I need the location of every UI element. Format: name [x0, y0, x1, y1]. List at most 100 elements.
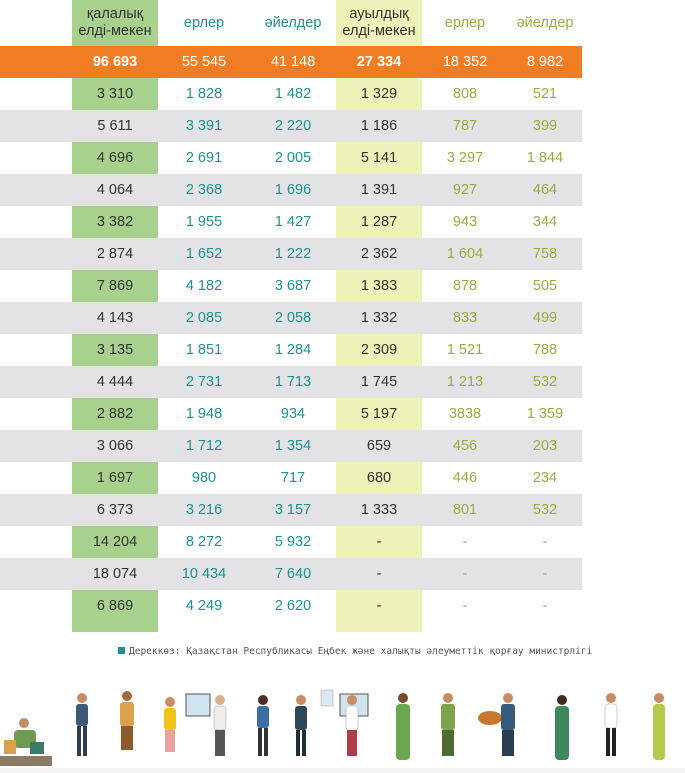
table-cell: -: [376, 598, 382, 614]
table-cell: -: [462, 534, 468, 550]
table-cell: 5 611: [97, 118, 133, 134]
table-cell: 2 309: [360, 342, 398, 358]
table-cell: 1 955: [185, 214, 223, 230]
table-cell: 1 745: [360, 374, 398, 390]
table-cell: 1 213: [446, 374, 484, 390]
table-cell: 5 932: [274, 534, 312, 550]
table-cell: 1 697: [96, 470, 134, 486]
table-cell: -: [542, 598, 548, 614]
table-cell: 2 005: [274, 150, 312, 166]
table-cell: 41 148: [270, 54, 316, 70]
table-cell: 2 620: [274, 598, 312, 614]
table-cell: 2 691: [185, 150, 223, 166]
table-cell: 808: [452, 86, 478, 102]
table-cell: 2 058: [274, 310, 312, 326]
table-cell: 5 141: [360, 150, 398, 166]
header-rural: ауылдық елді-мекен: [342, 6, 416, 39]
table-cell: 980: [191, 470, 217, 486]
table-cell: -: [542, 534, 548, 550]
person-6: [295, 695, 307, 756]
table-cell: 1 521: [446, 342, 484, 358]
table-cell: 3 216: [185, 502, 223, 518]
table-cell: 1 383: [360, 278, 398, 294]
table-cell: 1 696: [274, 182, 312, 198]
table-cell: 10 434: [181, 566, 227, 582]
person-7: [320, 689, 369, 756]
table-cell: 6 869: [96, 598, 134, 614]
table-cell: 2 882: [96, 406, 134, 422]
table-cell: 18 352: [442, 54, 488, 70]
table-cell: 927: [452, 182, 478, 198]
table-cell: 456: [452, 438, 478, 454]
table-cell: 234: [532, 470, 558, 486]
table-cell: 8 272: [185, 534, 223, 550]
table-cell: 5 197: [360, 406, 398, 422]
table-cell: 1 222: [274, 246, 312, 262]
table-cell: 943: [452, 214, 478, 230]
table-cell: 1 948: [185, 406, 223, 422]
table-cell: 788: [532, 342, 558, 358]
table-cell: 3 310: [96, 86, 134, 102]
table-cell: 3 157: [274, 502, 312, 518]
table-cell: 2 220: [274, 118, 312, 134]
table-cell: 1 844: [526, 150, 564, 166]
person-11: [555, 695, 569, 760]
person-1: [76, 693, 88, 756]
table-cell: 1 828: [185, 86, 223, 102]
table-row: 3 382 1 955 1 427 1 287 943 344: [0, 206, 582, 238]
person-4: [185, 693, 227, 756]
table-cell: 1 359: [526, 406, 564, 422]
header-urban: қалалық елді-мекен: [78, 6, 152, 39]
table-cell: 1 332: [360, 310, 398, 326]
header-rural-women: әйелдер: [516, 14, 574, 31]
table-cell: 7 640: [274, 566, 312, 582]
table-cell: 532: [532, 502, 558, 518]
table-row: 3 135 1 851 1 284 2 309 1 521 788: [0, 334, 582, 366]
table-row: 6 373 3 216 3 157 1 333 801 532: [0, 494, 582, 526]
table-row: 1 697 980 717 680 446 234: [0, 462, 582, 494]
table-cell: 464: [532, 182, 558, 198]
person-10: [478, 693, 515, 756]
table-cell: 446: [452, 470, 478, 486]
table-cell: 833: [452, 310, 478, 326]
table-cell: 4 249: [185, 598, 223, 614]
table-cell: 3 687: [274, 278, 312, 294]
table-cell: 55 545: [181, 54, 227, 70]
table-cell: -: [376, 566, 382, 582]
table-cell: 344: [532, 214, 558, 230]
table-cell: 1 713: [274, 374, 312, 390]
table-cell: 680: [366, 470, 392, 486]
table-cell: 96 693: [92, 54, 138, 70]
table-cell: 1 354: [274, 438, 312, 454]
table-cell: 1 329: [360, 86, 398, 102]
table-cell: 659: [366, 438, 392, 454]
table-cell: 3 135: [96, 342, 134, 358]
table-row: 4 444 2 731 1 713 1 745 1 213 532: [0, 366, 582, 398]
table-cell: -: [542, 566, 548, 582]
table-cell: 27 334: [356, 54, 402, 70]
square-bullet-icon: [118, 647, 125, 654]
person-3: [164, 697, 176, 752]
table-cell: 505: [532, 278, 558, 294]
total-row: 96 693 55 545 41 148 27 334 18 352 8 982: [0, 46, 582, 78]
person-2: [120, 691, 134, 750]
table-cell: 203: [532, 438, 558, 454]
table-cell: -: [376, 534, 382, 550]
table-row: 3 310 1 828 1 482 1 329 808 521: [0, 78, 582, 110]
table-cell: 4 696: [96, 150, 134, 166]
table-cell: 1 482: [274, 86, 312, 102]
table-cell: 18 074: [92, 566, 138, 582]
person-9: [441, 693, 455, 756]
table-cell: 1 851: [185, 342, 223, 358]
table-cell: 787: [452, 118, 478, 134]
table-row: 2 874 1 652 1 222 2 362 1 604 758: [0, 238, 582, 270]
table-cell: 532: [532, 374, 558, 390]
table-cell: 499: [532, 310, 558, 326]
table-cell: 1 652: [185, 246, 223, 262]
table-cell: 1 333: [360, 502, 398, 518]
table-cell: 3 066: [96, 438, 134, 454]
person-8: [396, 693, 410, 760]
person-12: [604, 693, 618, 756]
table-cell: 2 362: [360, 246, 398, 262]
table-cell: 1 712: [185, 438, 223, 454]
